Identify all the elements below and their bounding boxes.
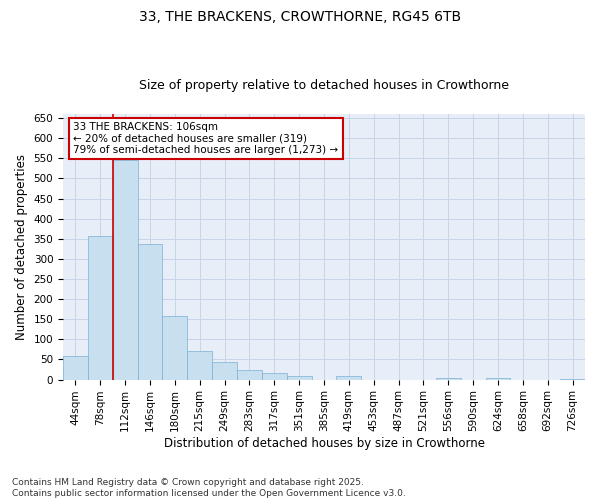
Y-axis label: Number of detached properties: Number of detached properties [15,154,28,340]
Text: 33, THE BRACKENS, CROWTHORNE, RG45 6TB: 33, THE BRACKENS, CROWTHORNE, RG45 6TB [139,10,461,24]
Title: Size of property relative to detached houses in Crowthorne: Size of property relative to detached ho… [139,79,509,92]
Bar [113,160,137,380]
Bar [560,379,585,380]
Bar [436,378,461,380]
Bar [287,376,311,380]
Bar [212,362,237,380]
Text: Contains HM Land Registry data © Crown copyright and database right 2025.
Contai: Contains HM Land Registry data © Crown c… [12,478,406,498]
Bar [237,370,262,380]
Bar [262,373,287,380]
Bar [163,316,187,380]
Bar [187,352,212,380]
Text: 33 THE BRACKENS: 106sqm
← 20% of detached houses are smaller (319)
79% of semi-d: 33 THE BRACKENS: 106sqm ← 20% of detache… [73,122,338,155]
Bar [137,244,163,380]
Bar [88,236,113,380]
X-axis label: Distribution of detached houses by size in Crowthorne: Distribution of detached houses by size … [164,437,485,450]
Bar [485,378,511,380]
Bar [63,356,88,380]
Bar [337,376,361,380]
